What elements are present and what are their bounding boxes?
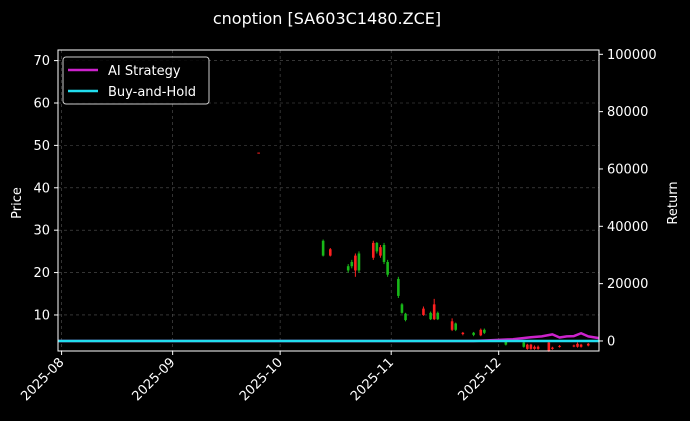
candle-body-29 [533,346,536,349]
y-axis-left-label: Price [10,187,25,219]
legend-box [62,56,210,105]
candle-body-12 [397,278,400,296]
candle-body-21 [461,332,465,335]
candle-body-13 [400,304,404,313]
candle-body-14 [404,313,407,321]
candle-body-15 [422,308,425,315]
candle-body-35 [576,343,579,347]
y-left-tick-label-6: 70 [33,54,50,69]
y-left-tick-label-0: 10 [33,308,50,323]
candle-body-17 [432,304,436,320]
y-right-tick-label-0: 0 [607,334,615,349]
candle-body-22 [472,332,475,335]
candle-body-7 [371,242,375,258]
y-axis-right-label: Return [666,181,681,224]
candle-body-1 [321,240,325,256]
candle-body-2 [328,249,332,256]
candle-body-19 [450,321,454,330]
candle-body-37 [586,343,590,346]
candle-body-10 [382,245,386,262]
candle-body-33 [558,345,561,347]
y-left-tick-label-2: 30 [33,224,50,239]
candle-body-11 [386,261,389,275]
candle-body-3 [346,266,350,271]
y-left-tick-label-1: 20 [33,266,50,281]
grid-lines [58,50,599,351]
candle-body-16 [429,312,432,320]
candle-body-30 [536,346,540,349]
legend-label-ai-strategy: AI Strategy [108,64,181,79]
candle-body-26 [522,342,526,347]
y-left-tick-label-3: 40 [33,181,50,196]
candle-body-18 [436,312,440,320]
candle-body-9 [379,247,382,256]
candle-body-23 [479,329,483,336]
candle-body-8 [375,242,379,252]
candle-body-4 [350,261,354,267]
candle-body-32 [551,347,554,349]
return-series [58,331,600,343]
y-right-tick-label-3: 60000 [607,162,648,177]
plot-frame [57,49,600,352]
y-left-tick-label-4: 50 [33,139,50,154]
y-right-tick-label-1: 20000 [607,277,648,292]
candle-body-31 [547,342,551,351]
candle-body-27 [526,344,529,349]
candle-body-20 [454,323,457,330]
candle-body-6 [357,253,361,271]
y-left-tick-label-5: 60 [33,96,50,111]
candle-body-24 [483,329,486,333]
y-right-tick-label-4: 80000 [607,105,648,120]
candle-body-28 [529,344,533,349]
candle-body-36 [579,344,583,347]
legend-label-buy-and-hold: Buy-and-Hold [108,85,196,100]
y-right-tick-label-5: 100000 [607,48,657,63]
candle-body-5 [354,255,357,271]
candle-body-0 [257,152,260,154]
y-right-tick-label-2: 40000 [607,220,648,235]
chart-title: cnoption [SA603C1480.ZCE] [213,9,441,28]
candles [257,152,590,352]
candle-body-25 [504,340,508,345]
legend: AI Strategy Buy-and-Hold [62,56,210,105]
candle-body-34 [572,345,576,347]
